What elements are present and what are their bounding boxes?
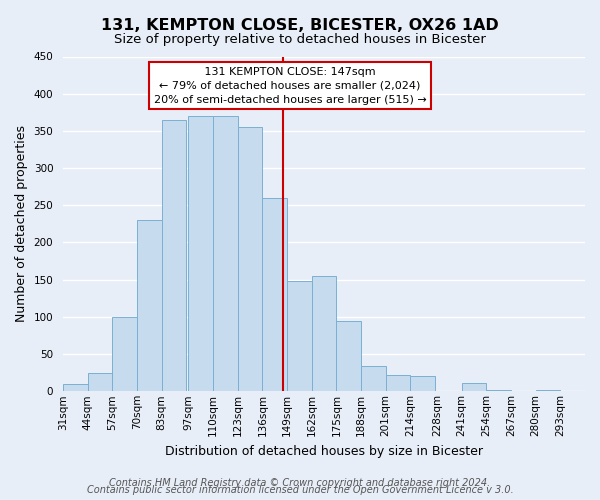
Text: Size of property relative to detached houses in Bicester: Size of property relative to detached ho… bbox=[114, 32, 486, 46]
Bar bbox=[536, 390, 560, 392]
Y-axis label: Number of detached properties: Number of detached properties bbox=[15, 126, 28, 322]
Text: 131 KEMPTON CLOSE: 147sqm   
← 79% of detached houses are smaller (2,024)
20% of: 131 KEMPTON CLOSE: 147sqm ← 79% of detac… bbox=[154, 66, 427, 104]
Text: Contains HM Land Registry data © Crown copyright and database right 2024.: Contains HM Land Registry data © Crown c… bbox=[109, 478, 491, 488]
Bar bbox=[361, 366, 386, 392]
Bar bbox=[213, 116, 238, 392]
Bar bbox=[63, 384, 88, 392]
Bar bbox=[461, 383, 486, 392]
Bar bbox=[386, 375, 410, 392]
Bar bbox=[287, 281, 311, 392]
Text: Contains public sector information licensed under the Open Government Licence v : Contains public sector information licen… bbox=[86, 485, 514, 495]
X-axis label: Distribution of detached houses by size in Bicester: Distribution of detached houses by size … bbox=[165, 444, 483, 458]
Bar bbox=[311, 276, 337, 392]
Bar bbox=[137, 220, 162, 392]
Text: 131, KEMPTON CLOSE, BICESTER, OX26 1AD: 131, KEMPTON CLOSE, BICESTER, OX26 1AD bbox=[101, 18, 499, 32]
Bar bbox=[486, 390, 511, 392]
Bar bbox=[188, 116, 213, 392]
Bar bbox=[262, 198, 287, 392]
Bar bbox=[162, 120, 187, 392]
Bar bbox=[238, 127, 262, 392]
Bar bbox=[112, 317, 137, 392]
Bar bbox=[88, 372, 112, 392]
Bar bbox=[410, 376, 435, 392]
Bar bbox=[337, 320, 361, 392]
